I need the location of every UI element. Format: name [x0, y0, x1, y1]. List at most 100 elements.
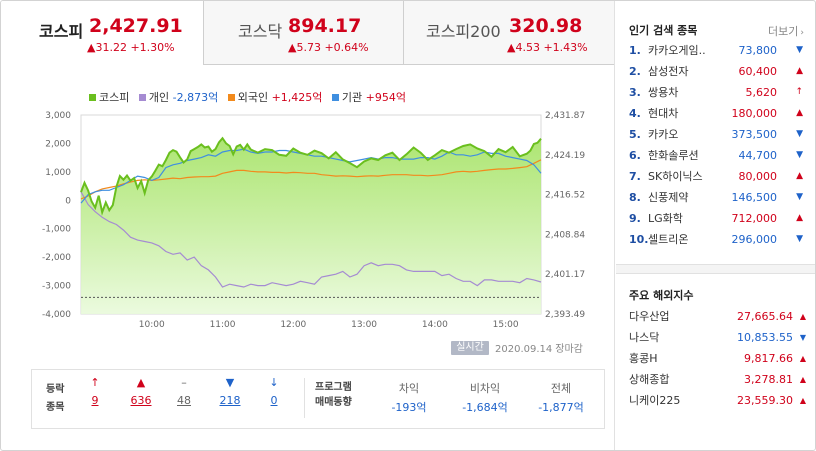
popular-title: 인기 검색 종목: [629, 24, 698, 37]
stock-name[interactable]: 카카오: [648, 128, 679, 141]
index-name[interactable]: 니케이225: [629, 394, 681, 407]
left-tick-label: -2,000: [42, 253, 71, 263]
popular-item[interactable]: 10. 셀트리온 296,000 ▼: [629, 229, 807, 250]
realtime-badge[interactable]: 실시간: [451, 341, 489, 355]
more-link[interactable]: 더보기 ›: [768, 25, 804, 38]
up-arrow-icon: ▲: [796, 171, 803, 181]
tab-change: ▲31.22 +1.30%: [87, 41, 175, 54]
down-arrow-icon: ▼: [796, 45, 803, 55]
stock-price: 180,000: [731, 107, 778, 120]
program-arbitrage: 차익 -193억: [391, 382, 427, 414]
right-tick-label: 2,401.17: [545, 270, 585, 280]
stock-price: 373,500: [731, 128, 778, 141]
down-triangle-icon: ▼: [225, 376, 235, 389]
overseas-item[interactable]: 나스닥 10,853.55 ▼: [629, 327, 807, 348]
popular-item[interactable]: 6. 한화솔루션 44,700 ▼: [629, 145, 807, 166]
breadth-rising[interactable]: ▲ 636: [126, 376, 156, 407]
stock-name[interactable]: 현대차: [648, 107, 679, 120]
breadth-label-2: 종목: [46, 402, 65, 413]
breadth-falling[interactable]: ▼ 218: [215, 376, 245, 407]
index-price: 3,278.81: [744, 373, 793, 386]
stock-name[interactable]: 신풍제약: [648, 191, 689, 204]
index-name[interactable]: 상해종합: [629, 373, 670, 386]
legend-foreign: 외국인 +1,425억: [227, 89, 322, 105]
overseas-item[interactable]: 홍콩H 9,817.66 ▲: [629, 348, 807, 369]
tab-price: 320.98: [509, 15, 583, 37]
breadth-label-1: 등락: [46, 384, 65, 395]
up-arrow-icon: ▲: [799, 354, 806, 363]
stock-name[interactable]: 셀트리온: [648, 233, 689, 246]
stock-name[interactable]: 쌍용차: [648, 86, 679, 99]
left-tick-label: 3,000: [45, 111, 71, 121]
index-name[interactable]: 다우산업: [629, 310, 670, 323]
stock-name[interactable]: 한화솔루션: [648, 149, 699, 162]
stock-name[interactable]: LG화학: [648, 212, 683, 225]
stock-price: 296,000: [731, 233, 778, 246]
left-tick-label: 1,000: [45, 168, 71, 178]
tab-kosdaq[interactable]: 코스닥 894.17 ▲5.73 +0.64%: [203, 1, 403, 65]
index-name[interactable]: 나스닥: [629, 331, 660, 344]
index-price: 9,817.66: [744, 352, 793, 365]
breadth-count[interactable]: 9: [91, 394, 99, 407]
program-trading-label: 프로그램 매매동향: [315, 382, 352, 408]
stock-price: 73,800: [738, 44, 778, 57]
index-name[interactable]: 홍콩H: [629, 352, 658, 365]
legend-swatch: [331, 94, 339, 101]
kospi-line: [80, 136, 542, 216]
left-tick-label: -1,000: [42, 225, 71, 235]
breadth-unchanged[interactable]: – 48: [169, 376, 199, 407]
overseas-item[interactable]: 상해종합 3,278.81 ▲: [629, 369, 807, 390]
popular-item[interactable]: 9. LG화학 712,000 ▲: [629, 208, 807, 229]
x-tick-label: 12:00: [280, 320, 306, 330]
popular-item[interactable]: 2. 삼성전자 60,400 ▲: [629, 61, 807, 82]
stock-price: 712,000: [731, 212, 778, 225]
breadth-lower-limit[interactable]: ↓ 0: [259, 376, 289, 407]
breadth-upper-limit[interactable]: ↑ 9: [80, 376, 110, 407]
right-tick-label: 2,416.52: [545, 191, 585, 201]
side-panel: 인기 검색 종목 더보기 › 1. 카카오게임.. 73,800 ▼ 2. 삼성전자 60,4…: [616, 1, 815, 450]
intraday-chart: 3,000 2,000 1,000 0 -1,000 -2,000 -3,000 -4,000…: [42, 111, 585, 330]
rank-number: 7.: [629, 170, 641, 183]
breadth-count[interactable]: 636: [130, 394, 152, 407]
index-price: 10,853.55: [737, 331, 793, 344]
down-arrow-icon: ▼: [799, 333, 806, 342]
index-price: 27,665.64: [737, 310, 793, 323]
popular-item[interactable]: 8. 신풍제약 146,500 ▼: [629, 187, 807, 208]
up-arrow-icon: ▲: [799, 396, 806, 405]
rank-number: 2.: [629, 65, 641, 78]
stock-price: 60,400: [738, 65, 778, 78]
breadth-count[interactable]: 218: [219, 394, 241, 407]
stock-name[interactable]: SK하이닉스: [648, 170, 703, 183]
legend-swatch: [138, 94, 146, 101]
rank-number: 3.: [629, 86, 641, 99]
tab-kospi200[interactable]: 코스피200 320.98 ▲4.53 +1.43%: [403, 1, 614, 65]
tab-kospi[interactable]: 코스피 2,427.91 ▲31.22 +1.30%: [1, 1, 203, 65]
up-arrow-icon: ▲: [799, 375, 806, 384]
breadth-count[interactable]: 48: [177, 394, 191, 407]
popular-item[interactable]: 1. 카카오게임.. 73,800 ▼: [629, 40, 807, 61]
down-arrow-icon: ▼: [796, 192, 803, 202]
left-tick-label: 2,000: [45, 139, 71, 149]
program-non-arbitrage: 비차익 -1,684억: [462, 382, 508, 414]
legend-institution: 기관 +954억: [331, 89, 406, 105]
rank-number: 9.: [629, 212, 641, 225]
right-tick-label: 2,408.84: [545, 230, 585, 240]
chevron-right-icon: ›: [800, 28, 804, 38]
legend-kospi: 코스피: [89, 89, 129, 105]
stock-name[interactable]: 카카오게임..: [648, 44, 706, 57]
stock-name[interactable]: 삼성전자: [648, 65, 689, 78]
down-arrow-icon: ▼: [796, 150, 803, 160]
x-tick-label: 14:00: [422, 320, 448, 330]
left-tick-label: -4,000: [42, 310, 71, 320]
tab-price: 894.17: [288, 15, 362, 37]
popular-item[interactable]: 5. 카카오 373,500 ▼: [629, 124, 807, 145]
overseas-item[interactable]: 다우산업 27,665.64 ▲: [629, 306, 807, 327]
popular-item[interactable]: 7. SK하이닉스 80,000 ▲: [629, 166, 807, 187]
overseas-item[interactable]: 니케이225 23,559.30 ▲: [629, 390, 807, 411]
breadth-count[interactable]: 0: [270, 394, 278, 407]
popular-item[interactable]: 3. 쌍용차 5,620 ↑: [629, 82, 807, 103]
popular-item[interactable]: 4. 현대차 180,000 ▲: [629, 103, 807, 124]
x-tick-label: 13:00: [351, 320, 377, 330]
foreign-line: [80, 159, 542, 200]
